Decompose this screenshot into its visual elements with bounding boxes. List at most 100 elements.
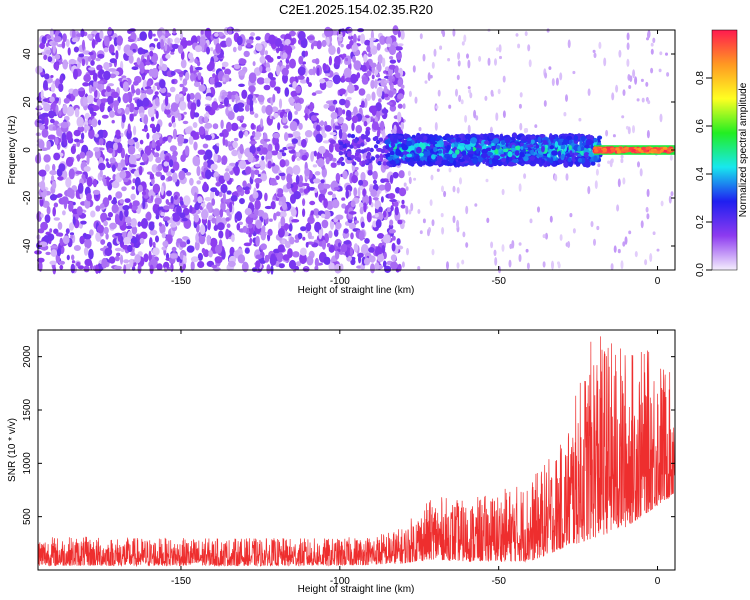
snr-line xyxy=(37,336,676,568)
heatmap-blob-2545 xyxy=(55,97,60,102)
heatmap-blob-1816 xyxy=(380,120,385,131)
heatmap-blob-1471 xyxy=(274,142,280,152)
heatmap-blob-1974 xyxy=(190,130,197,138)
heatmap-blob-1962 xyxy=(190,102,197,112)
heatmap-blob-1270 xyxy=(229,202,233,213)
heatmap-blob-1064 xyxy=(233,63,241,69)
heatmap-blob-2648 xyxy=(660,200,664,207)
heatmap-blob-4268 xyxy=(493,155,501,160)
heatmap-blob-2232 xyxy=(188,136,194,145)
heatmap-blob-2544 xyxy=(245,166,252,175)
heatmap-blob-1894 xyxy=(384,265,392,273)
heatmap-blob-2407 xyxy=(90,86,97,92)
heatmap-blob-2681 xyxy=(596,225,600,231)
heatmap-blob-1203 xyxy=(300,226,307,232)
heatmap-blob-1533 xyxy=(372,197,379,201)
heatmap-blob-2117 xyxy=(301,154,308,161)
heatmap-blob-2721 xyxy=(412,65,416,73)
heatmap-blob-2083 xyxy=(204,197,212,202)
heatmap-blob-2343 xyxy=(292,81,297,90)
heatmap-blob-2578 xyxy=(297,232,303,240)
heatmap-blob-2683 xyxy=(427,229,430,237)
snr-x-tick-label: -100 xyxy=(330,576,350,587)
heatmap-blob-2605 xyxy=(465,205,469,215)
heatmap-blob-2227 xyxy=(117,234,121,242)
heatmap-blob-1383 xyxy=(213,171,219,177)
heatmap-blob-2300 xyxy=(149,173,155,180)
heatmap-blob-2725 xyxy=(490,89,494,97)
heatmap-blob-2100 xyxy=(370,62,377,68)
heatmap-blob-22 xyxy=(121,75,127,79)
heatmap-blob-2245 xyxy=(253,187,257,196)
heatmap-blob-1668 xyxy=(151,67,159,79)
heatmap-blob-2264 xyxy=(353,243,359,253)
heatmap-blob-3992 xyxy=(477,155,484,163)
heatmap-blob-2798 xyxy=(649,253,653,262)
heatmap-blob-1895 xyxy=(173,194,178,200)
heatmap-blob-2607 xyxy=(441,227,445,235)
heatmap-blob-1787 xyxy=(319,196,326,201)
heatmap-blob-555 xyxy=(90,59,95,66)
heatmap-blob-1612 xyxy=(135,88,141,96)
heatmap-blob-1367 xyxy=(159,57,163,67)
heatmap-blob-1099 xyxy=(400,30,405,40)
heatmap-blob-1353 xyxy=(135,141,140,149)
heatmap-blob-1797 xyxy=(368,255,376,263)
heatmap-blob-1330 xyxy=(44,214,51,224)
heatmap-blob-1904 xyxy=(134,254,141,264)
heatmap-blob-2128 xyxy=(341,75,345,82)
heatmap-blob-1980 xyxy=(93,147,100,152)
heatmap-blob-1392 xyxy=(259,259,266,264)
heatmap-blob-4261 xyxy=(419,152,424,157)
heatmap-blob-2152 xyxy=(297,30,306,41)
heatmap-blob-1942 xyxy=(198,126,205,136)
heatmap-blob-4324 xyxy=(521,138,528,142)
heatmap-blob-765 xyxy=(105,233,109,240)
heatmap-blob-2004 xyxy=(231,149,239,157)
heatmap-blob-2841 xyxy=(473,109,477,119)
heatmap-blob-2760 xyxy=(464,115,468,123)
heatmap-blob-2073 xyxy=(268,34,276,45)
heatmap-blob-1500 xyxy=(226,190,232,195)
heatmap-blob-2768 xyxy=(408,176,412,185)
heatmap-blob-420 xyxy=(180,59,187,69)
heatmap-blob-2240 xyxy=(204,134,213,140)
heatmap-blob-4299 xyxy=(415,155,420,160)
heatmap-blob-936 xyxy=(114,247,122,252)
heatmap-blob-4288 xyxy=(549,145,555,150)
heatmap-blob-4172 xyxy=(484,133,488,139)
heatmap-blob-2236 xyxy=(268,218,273,222)
heatmap-blob-4001 xyxy=(505,143,509,147)
heatmap-blob-2003 xyxy=(321,239,326,250)
heatmap-blob-2566 xyxy=(302,149,307,153)
heatmap-blob-2618 xyxy=(448,104,452,109)
heatmap-blob-1796 xyxy=(397,111,402,123)
heatmap-blob-1667 xyxy=(157,163,163,171)
heatmap-blob-2465 xyxy=(295,85,302,94)
heatmap-blob-4130 xyxy=(512,158,519,163)
heatmap-blob-2347 xyxy=(329,139,336,144)
heatmap-blob-2731 xyxy=(559,234,563,241)
heatmap-blob-2616 xyxy=(622,89,626,96)
heatmap-blob-1946 xyxy=(332,193,336,199)
heatmap-blob-1291 xyxy=(302,236,306,241)
heatmap-blob-1677 xyxy=(348,35,354,40)
heatmap-blob-1838 xyxy=(281,239,286,245)
heatmap-blob-2714 xyxy=(524,31,528,37)
heatmap-blob-697 xyxy=(99,169,103,178)
heatmap-blob-1764 xyxy=(132,200,140,207)
heatmap-blob-4539 xyxy=(656,147,661,151)
heatmap-blob-2446 xyxy=(81,39,86,51)
heatmap-blob-2543 xyxy=(236,36,243,46)
heatmap-blob-2504 xyxy=(110,91,119,99)
heatmap-blob-1841 xyxy=(181,217,188,222)
heatmap-blob-2429 xyxy=(70,145,76,155)
heatmap-blob-2292 xyxy=(211,264,218,269)
heatmap-blob-2265 xyxy=(190,256,199,263)
heatmap-blob-2850 xyxy=(609,159,613,168)
heatmap-blob-4273 xyxy=(593,155,598,163)
heatmap-blob-774 xyxy=(278,201,283,206)
heatmap-blob-2459 xyxy=(390,261,398,270)
snr-x-label: Height of straight line (km) xyxy=(298,584,415,595)
